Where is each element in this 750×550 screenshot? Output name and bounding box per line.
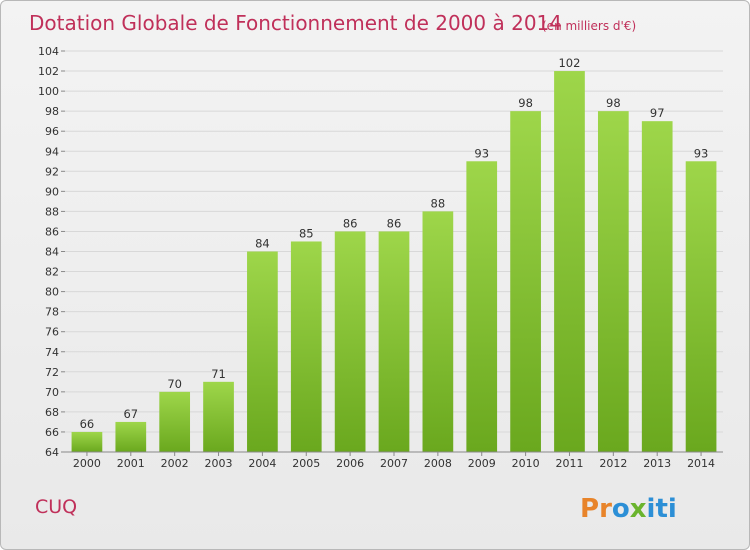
x-tick-label: 2002 <box>161 457 189 470</box>
data-label-2003: 71 <box>211 367 226 381</box>
x-tick-label: 2001 <box>117 457 145 470</box>
y-tick-label: 76 <box>45 326 59 339</box>
bar-2005 <box>290 241 322 452</box>
y-tick-label: 64 <box>45 446 59 459</box>
y-tick-label: 90 <box>45 185 59 198</box>
y-tick-label: 72 <box>45 366 59 379</box>
y-tick-label: 96 <box>45 125 59 138</box>
x-axis-ticks: 2000 2001 2002 2003 2004 2005 2006 2007 2008 2009… <box>73 452 715 470</box>
y-tick-label: 74 <box>45 346 59 359</box>
proxiti-logo: Proxiti <box>580 494 677 524</box>
data-label-2009: 93 <box>474 146 489 160</box>
bar-2003 <box>203 381 234 452</box>
bars <box>71 71 717 453</box>
bar-2009 <box>466 161 498 452</box>
data-label-2005: 85 <box>299 226 314 240</box>
brand-letter: P <box>580 494 599 524</box>
data-label-2001: 67 <box>123 407 138 421</box>
brand-letter: o <box>612 494 630 524</box>
y-tick-label: 88 <box>45 205 59 218</box>
data-label-2007: 86 <box>387 216 402 230</box>
brand-letter: x <box>630 494 647 524</box>
bar-2012 <box>597 111 629 453</box>
data-label-2011: 102 <box>558 56 580 70</box>
chart-title: Dotation Globale de Fonctionnement de 20… <box>29 11 562 35</box>
x-tick-label: 2009 <box>468 457 496 470</box>
y-tick-label: 94 <box>45 145 59 158</box>
chart-subtitle: (en milliers d'€) <box>542 19 636 33</box>
y-tick-label: 82 <box>45 266 59 279</box>
brand-letter: i <box>668 494 677 524</box>
x-tick-label: 2000 <box>73 457 101 470</box>
brand-letter: i <box>647 494 656 524</box>
brand-letter: r <box>599 494 612 524</box>
y-tick-label: 86 <box>45 225 59 238</box>
x-tick-label: 2010 <box>512 457 540 470</box>
data-labels: 66 67 70 71 84 85 86 86 88 93 98 102 98 97 93 <box>80 56 709 431</box>
bar-2010 <box>510 111 541 453</box>
bar-2001 <box>115 421 147 452</box>
x-tick-label: 2011 <box>555 457 583 470</box>
y-tick-label: 66 <box>45 426 59 439</box>
y-tick-label: 78 <box>45 306 59 319</box>
data-label-2002: 70 <box>167 377 182 391</box>
x-tick-label: 2005 <box>292 457 320 470</box>
data-label-2010: 98 <box>518 96 533 110</box>
commune-name: CUQ <box>35 496 77 518</box>
y-axis-ticks: 64 66 68 70 72 74 76 78 80 82 84 86 88 90 92 94 96 98 100 1… <box>38 45 65 459</box>
data-label-2013: 97 <box>650 106 665 120</box>
x-tick-label: 2003 <box>205 457 233 470</box>
x-tick-label: 2014 <box>687 457 715 470</box>
x-tick-label: 2008 <box>424 457 452 470</box>
bar-2008 <box>422 211 454 452</box>
bar-2000 <box>71 431 103 452</box>
y-tick-label: 80 <box>45 286 59 299</box>
x-tick-label: 2006 <box>336 457 364 470</box>
y-tick-label: 70 <box>45 386 59 399</box>
data-label-2006: 86 <box>343 216 358 230</box>
y-tick-label: 104 <box>38 45 59 58</box>
bar-2006 <box>334 231 366 452</box>
y-tick-label: 102 <box>38 65 59 78</box>
bar-2013 <box>641 121 673 453</box>
y-tick-label: 92 <box>45 165 59 178</box>
y-tick-label: 68 <box>45 406 59 419</box>
data-label-2012: 98 <box>606 96 621 110</box>
bar-2007 <box>378 231 410 452</box>
bar-2004 <box>247 251 278 452</box>
bar-2014 <box>685 161 717 452</box>
x-tick-label: 2004 <box>248 457 276 470</box>
y-tick-label: 98 <box>45 105 59 118</box>
x-tick-label: 2012 <box>599 457 627 470</box>
y-tick-label: 84 <box>45 246 59 259</box>
x-tick-label: 2013 <box>643 457 671 470</box>
x-tick-label: 2007 <box>380 457 408 470</box>
bar-2011 <box>554 71 585 453</box>
data-label-2008: 88 <box>431 196 446 210</box>
data-label-2014: 93 <box>694 146 709 160</box>
bar-2002 <box>159 391 191 452</box>
y-tick-label: 100 <box>38 85 59 98</box>
brand-letter: t <box>655 494 667 524</box>
data-label-2000: 66 <box>80 417 95 431</box>
data-label-2004: 84 <box>255 237 270 251</box>
